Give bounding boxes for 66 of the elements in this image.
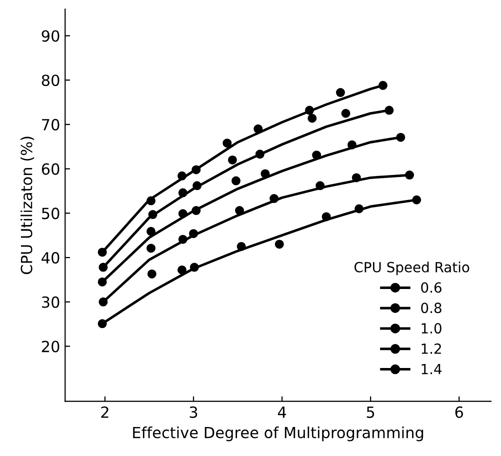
legend-label: 1.0 xyxy=(422,323,442,334)
point xyxy=(352,173,361,182)
x-tick-label: 4 xyxy=(278,406,286,418)
legend-label: 1.4 xyxy=(422,364,442,374)
x-tick-label: 6 xyxy=(455,406,464,418)
y-tick-label: 20 xyxy=(42,340,60,352)
point xyxy=(378,80,388,90)
point xyxy=(192,165,201,174)
point xyxy=(304,106,314,115)
point xyxy=(341,108,350,118)
point xyxy=(235,206,244,216)
point xyxy=(228,155,237,164)
legend-label: 1.2 xyxy=(422,343,441,354)
point xyxy=(148,210,158,220)
x-tick-label: 2 xyxy=(101,406,108,418)
point xyxy=(322,212,331,222)
y-axis-title: CPU Utilizaton (%) xyxy=(20,136,34,274)
point xyxy=(232,176,240,186)
y-tick-label: 40 xyxy=(42,252,60,264)
x-tick-label: 3 xyxy=(190,406,198,418)
point xyxy=(98,248,107,257)
point xyxy=(222,138,232,148)
y-tick-label: 70 xyxy=(42,118,60,130)
legend-label: 0.8 xyxy=(421,302,442,314)
point xyxy=(354,204,364,214)
y-tick-label: 80 xyxy=(42,74,60,86)
point xyxy=(347,140,356,150)
legend-label: 0.6 xyxy=(421,282,442,293)
point xyxy=(405,170,414,180)
point xyxy=(98,262,108,272)
point xyxy=(396,132,406,142)
point xyxy=(146,244,156,253)
legend-title: CPU Speed Ratio xyxy=(354,262,470,276)
point xyxy=(384,106,394,115)
point xyxy=(177,265,186,274)
point xyxy=(192,181,202,190)
point xyxy=(177,171,186,180)
point xyxy=(189,229,198,238)
point xyxy=(146,196,156,206)
y-tick-label: 60 xyxy=(42,163,60,175)
point xyxy=(178,234,188,244)
point xyxy=(274,240,284,249)
point xyxy=(178,188,188,198)
point xyxy=(98,297,108,306)
point xyxy=(308,114,317,123)
point xyxy=(98,319,107,328)
point xyxy=(254,124,263,134)
point xyxy=(190,262,199,272)
point xyxy=(146,226,156,236)
point xyxy=(192,206,201,216)
point xyxy=(260,169,270,178)
y-tick-label: 30 xyxy=(42,296,60,308)
point xyxy=(98,277,107,286)
point xyxy=(147,269,156,278)
point xyxy=(312,150,322,160)
point xyxy=(336,88,345,98)
point xyxy=(412,195,422,204)
point xyxy=(178,209,188,218)
point xyxy=(316,181,325,190)
point xyxy=(255,150,264,159)
x-axis-title: Effective Degree of Multiprogramming xyxy=(133,426,424,442)
y-tick-label: 90 xyxy=(42,30,60,42)
x-tick-label: 5 xyxy=(366,406,374,418)
point xyxy=(270,194,279,204)
y-tick-label: 50 xyxy=(42,208,60,220)
point xyxy=(236,242,246,251)
